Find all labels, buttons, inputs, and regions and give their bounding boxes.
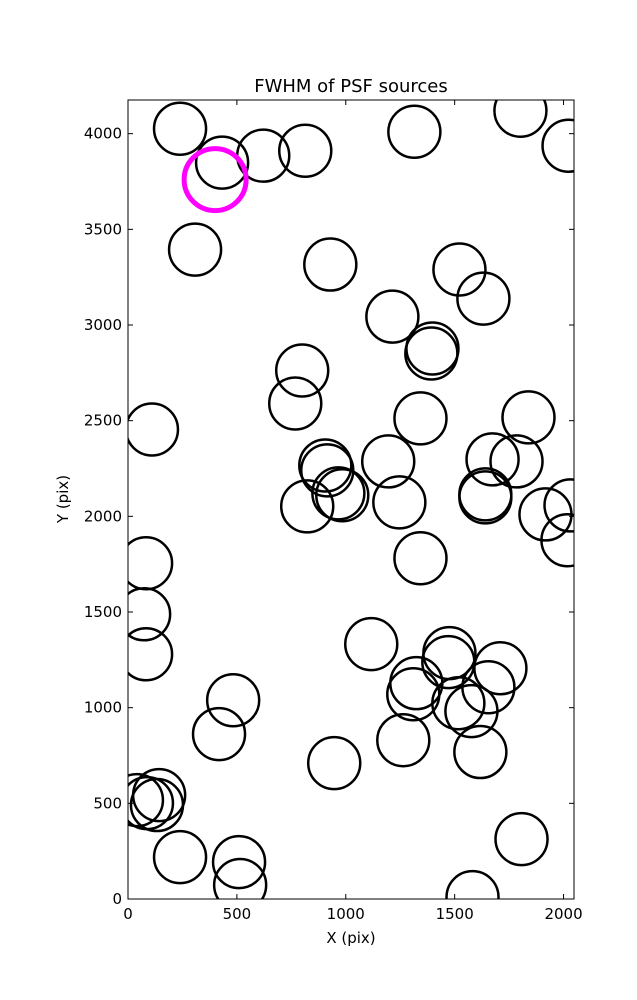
- source-circle: [386, 667, 441, 722]
- plot-area: [128, 100, 574, 899]
- source-circle: [211, 834, 267, 890]
- chart-title: FWHM of PSF sources: [254, 76, 448, 97]
- source-circle: [129, 777, 185, 833]
- source-circle: [152, 829, 208, 885]
- y-tick-label: 1000: [84, 699, 122, 717]
- source-circle: [453, 724, 508, 780]
- source-circle: [128, 587, 172, 642]
- x-axis-label: X (pix): [326, 929, 375, 947]
- source-circle: [315, 468, 370, 523]
- source-circle: [191, 706, 247, 762]
- source-circle: [212, 857, 268, 899]
- x-tick-label: 2000: [544, 905, 582, 923]
- source-circle: [393, 391, 448, 446]
- source-circle: [432, 242, 487, 297]
- source-circle: [274, 343, 330, 398]
- source-circle: [128, 402, 180, 457]
- source-circle: [501, 390, 556, 445]
- source-circle: [365, 289, 420, 344]
- source-circle: [431, 676, 486, 731]
- y-tick-label: 3000: [84, 316, 122, 334]
- source-circle: [541, 118, 574, 173]
- source-circle: [278, 123, 333, 178]
- source-circle: [306, 735, 362, 791]
- y-axis-label: Y (pix): [54, 475, 72, 524]
- source-circle: [344, 616, 399, 672]
- source-circle: [167, 222, 223, 277]
- source-circle: [268, 376, 323, 431]
- source-circle: [152, 101, 208, 156]
- y-tick-label: 0: [112, 890, 122, 908]
- source-circle: [445, 869, 500, 899]
- y-tick-label: 1500: [84, 603, 122, 621]
- y-tick-label: 2000: [84, 507, 122, 525]
- source-circle: [494, 811, 549, 867]
- source-circle: [360, 434, 416, 489]
- source-circle: [540, 513, 574, 568]
- source-circle: [376, 712, 431, 768]
- y-tick-label: 4000: [84, 125, 122, 143]
- x-tick-label: 1000: [327, 905, 365, 923]
- x-tick-label: 1500: [436, 905, 474, 923]
- source-circle: [181, 146, 249, 214]
- source-circle: [298, 438, 353, 493]
- source-circle: [128, 627, 174, 682]
- source-circle: [279, 479, 335, 534]
- source-circle: [543, 478, 574, 533]
- y-tick-label: 3500: [84, 220, 122, 238]
- source-circle: [205, 672, 261, 728]
- source-circle: [393, 530, 448, 586]
- source-circle: [404, 326, 459, 381]
- source-circle: [444, 683, 499, 739]
- source-circle: [456, 271, 511, 326]
- x-tick-label: 0: [123, 905, 133, 923]
- source-circle: [387, 104, 442, 160]
- axes-frame: [127, 99, 575, 900]
- source-circle: [473, 641, 528, 696]
- source-circle: [493, 100, 548, 138]
- source-circle: [311, 466, 366, 521]
- source-circle: [303, 237, 358, 292]
- source-circle: [489, 434, 544, 489]
- source-circle: [372, 475, 427, 530]
- source-circle: [194, 135, 250, 190]
- y-tick-label: 2500: [84, 412, 122, 430]
- source-circle: [458, 470, 513, 525]
- x-tick-label: 500: [223, 905, 252, 923]
- source-circle: [465, 432, 520, 487]
- y-tick-label: 500: [93, 794, 122, 812]
